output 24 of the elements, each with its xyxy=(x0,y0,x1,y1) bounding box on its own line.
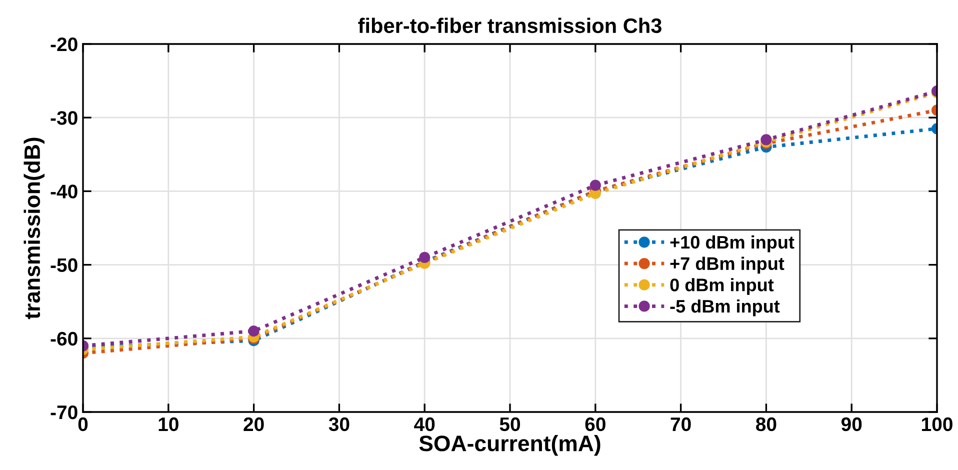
y-tick-label: -50 xyxy=(50,258,78,272)
x-tick-label: 30 xyxy=(328,417,350,432)
y-tick-label: -40 xyxy=(50,184,78,198)
x-tick-label: 80 xyxy=(756,417,776,432)
x-tick-label: 20 xyxy=(244,417,264,432)
y-tick-label: -30 xyxy=(50,111,78,125)
legend-label: +10 dBm input xyxy=(670,235,794,252)
y-axis-title: transmission(dB) xyxy=(24,138,44,320)
x-tick-label: 0 xyxy=(78,417,88,432)
y-tick-label: -20 xyxy=(50,37,78,52)
y-tick-label: -60 xyxy=(50,332,78,346)
x-tick-label: 50 xyxy=(500,417,520,432)
x-tick-label: 10 xyxy=(158,417,178,432)
x-tick-label: 60 xyxy=(585,417,606,432)
x-tick-label: 90 xyxy=(841,417,862,432)
x-tick-label: 70 xyxy=(670,417,691,432)
x-axis-title: SOA-current(mA) xyxy=(419,434,600,456)
legend-label: -5 dBm input xyxy=(670,299,780,316)
chart-title: fiber-to-fiber transmission Ch3 xyxy=(358,18,662,34)
legend-label: +7 dBm input xyxy=(670,256,784,274)
y-tick-label: -70 xyxy=(50,405,78,420)
x-tick-label: 40 xyxy=(414,417,435,432)
x-tick-label: 100 xyxy=(922,417,952,432)
legend-label: 0 dBm input xyxy=(670,278,774,295)
